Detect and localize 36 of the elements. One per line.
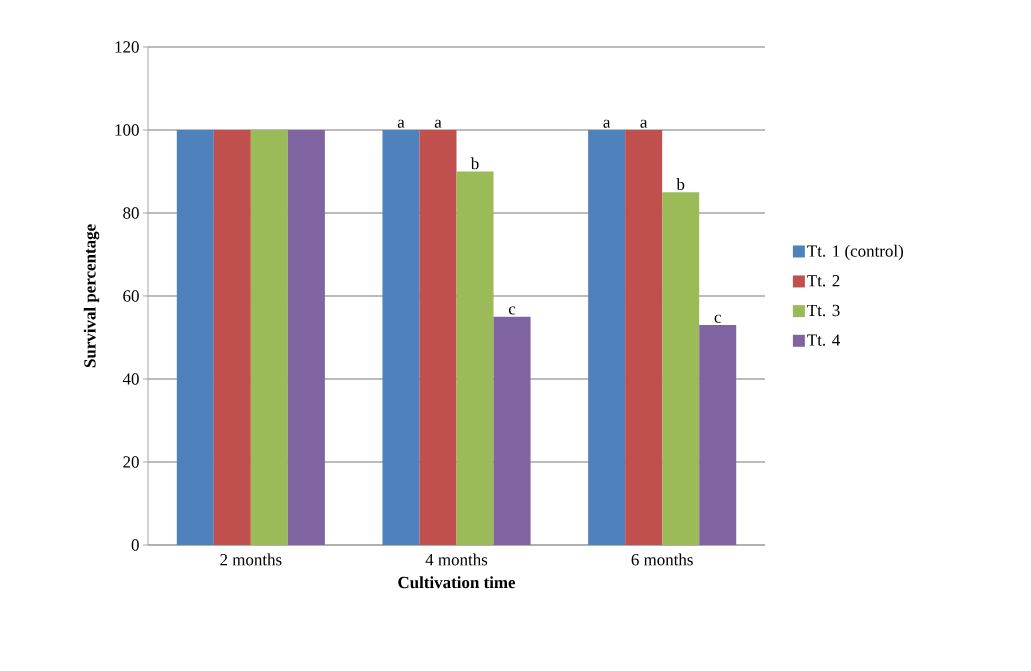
y-tick-label: 40 bbox=[122, 373, 139, 385]
bar bbox=[588, 129, 626, 545]
data-label: b bbox=[470, 157, 479, 170]
legend-label: Tt. 1 (control) bbox=[807, 244, 904, 261]
y-tick-label: 120 bbox=[115, 41, 139, 53]
data-label: a bbox=[434, 119, 442, 128]
data-label: b bbox=[676, 178, 685, 191]
y-tick-label: 80 bbox=[123, 207, 139, 219]
bar bbox=[493, 316, 531, 545]
x-tick-label: 6 months bbox=[631, 553, 693, 566]
legend-label: Tt. 4 bbox=[807, 334, 840, 346]
bar bbox=[250, 129, 288, 545]
bar bbox=[176, 129, 214, 545]
legend-label: Tt. 3 bbox=[807, 304, 840, 317]
y-tick-label: 0 bbox=[131, 539, 139, 551]
bar bbox=[456, 171, 494, 545]
data-label: a bbox=[603, 119, 611, 128]
bar bbox=[625, 129, 663, 545]
data-label: a bbox=[397, 119, 405, 128]
bar bbox=[382, 129, 420, 545]
x-axis-title: Cultivation time bbox=[398, 576, 516, 589]
y-tick-label: 20 bbox=[123, 456, 139, 468]
bar bbox=[419, 129, 457, 545]
x-tick-label: 2 months bbox=[220, 553, 282, 566]
data-label: c bbox=[714, 314, 721, 323]
y-tick-label: 60 bbox=[123, 290, 139, 302]
data-label: c bbox=[508, 306, 516, 315]
y-axis-title: Survival percentage bbox=[83, 224, 100, 368]
bar bbox=[699, 325, 737, 545]
bar bbox=[662, 192, 700, 545]
y-tick-label: 100 bbox=[115, 124, 139, 136]
bar bbox=[213, 129, 251, 545]
data-label: a bbox=[640, 119, 648, 128]
legend-label: Tt. 2 bbox=[807, 275, 840, 287]
bar bbox=[287, 129, 325, 545]
x-tick-label: 4 months bbox=[425, 553, 488, 566]
